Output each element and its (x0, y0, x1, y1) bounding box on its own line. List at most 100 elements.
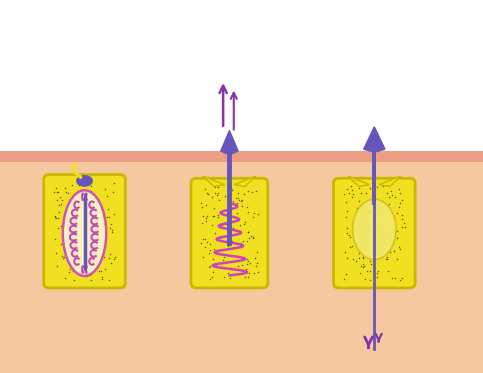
Point (87, 214, 95, 220)
Point (367, 261, 375, 267)
Point (206, 276, 214, 282)
Point (363, 268, 371, 274)
Point (245, 270, 253, 276)
Point (227, 186, 235, 192)
Point (57, 201, 64, 207)
Point (224, 208, 231, 214)
Point (401, 224, 409, 230)
Point (106, 251, 114, 257)
Point (218, 222, 226, 228)
Point (65, 254, 73, 260)
Point (375, 222, 383, 228)
Point (213, 192, 221, 198)
Point (398, 211, 406, 217)
Point (232, 231, 240, 236)
Point (364, 209, 372, 215)
Point (384, 268, 392, 274)
Point (76, 204, 84, 210)
Point (385, 201, 393, 207)
Point (357, 242, 365, 248)
Point (353, 205, 361, 211)
Point (98, 206, 105, 212)
Point (105, 255, 113, 261)
Point (368, 245, 375, 251)
Point (360, 263, 368, 269)
Point (100, 215, 108, 221)
FancyBboxPatch shape (334, 178, 415, 288)
Point (226, 275, 234, 281)
Point (197, 240, 205, 246)
Point (212, 262, 220, 268)
Point (348, 186, 356, 192)
Point (103, 214, 111, 220)
Point (61, 275, 69, 281)
Point (342, 214, 350, 220)
Point (228, 218, 236, 224)
Point (62, 217, 70, 223)
Point (210, 256, 217, 261)
Point (206, 247, 214, 253)
Point (356, 216, 364, 222)
Point (244, 188, 252, 194)
Point (386, 240, 394, 246)
Point (92, 254, 100, 260)
Point (359, 264, 367, 270)
Point (362, 217, 369, 223)
Point (379, 235, 387, 241)
Point (398, 197, 406, 203)
Point (209, 213, 217, 219)
Point (249, 235, 256, 241)
Point (343, 225, 351, 231)
Ellipse shape (63, 190, 106, 276)
Point (357, 263, 365, 269)
Point (214, 212, 222, 218)
Point (83, 260, 91, 266)
Point (376, 211, 384, 217)
Point (63, 244, 71, 250)
Polygon shape (203, 176, 225, 186)
Point (369, 200, 377, 206)
Point (54, 225, 62, 231)
Point (54, 189, 62, 195)
Point (110, 211, 118, 217)
Point (379, 239, 387, 245)
Point (346, 234, 354, 240)
Point (238, 203, 246, 209)
Point (254, 211, 261, 217)
Point (240, 238, 247, 244)
Point (222, 211, 229, 217)
Point (391, 194, 398, 200)
Point (199, 213, 207, 219)
Point (69, 218, 77, 224)
Point (69, 211, 76, 217)
Point (373, 250, 381, 256)
Bar (0, 151, 483, 373)
Point (228, 271, 236, 277)
Point (110, 181, 117, 186)
Point (358, 222, 366, 228)
Point (111, 254, 119, 260)
Point (100, 229, 108, 235)
Point (105, 277, 113, 283)
Point (250, 234, 257, 240)
Point (54, 215, 62, 221)
Point (377, 231, 385, 237)
Point (67, 252, 75, 258)
Point (227, 266, 235, 272)
Point (53, 197, 61, 203)
Point (56, 194, 64, 200)
Point (249, 214, 257, 220)
Point (61, 246, 69, 252)
Point (396, 200, 403, 206)
Point (253, 188, 260, 194)
Point (228, 198, 236, 204)
Point (384, 254, 391, 260)
Point (99, 274, 106, 280)
Point (215, 197, 223, 203)
Point (355, 250, 363, 256)
Point (393, 228, 401, 234)
Point (244, 229, 252, 235)
Point (110, 256, 118, 261)
Point (385, 194, 393, 200)
Point (62, 239, 70, 245)
